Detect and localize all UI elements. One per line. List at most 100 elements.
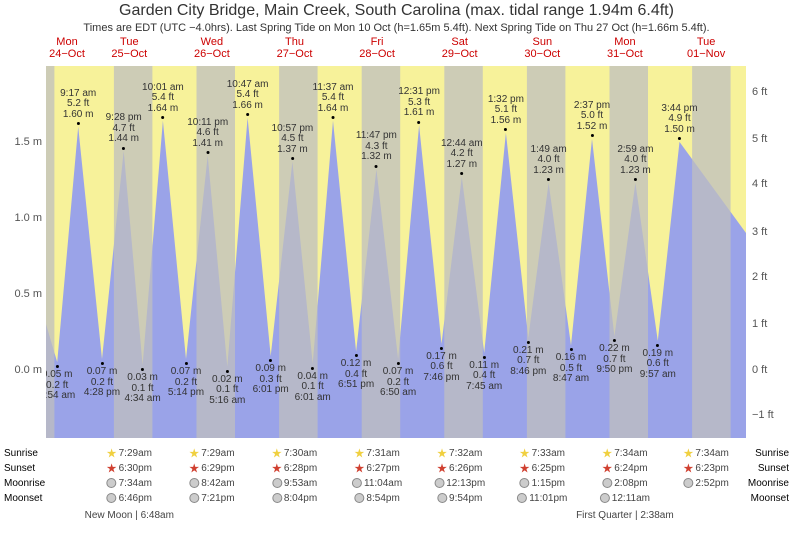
sunset-icon [520,463,530,473]
low-tide-label: 0.09 m0.3 ft6:01 pm [253,359,289,396]
date-header: Tue01−Nov [676,36,736,60]
high-tide-label: 1:49 am4.0 ft1.23 m [531,145,567,182]
y-tick-right: 6 ft [752,86,767,98]
footer-label-sunset-r: Sunset [758,463,789,474]
moonrise-time: 8:42am [189,478,234,489]
low-tide-label: 0.11 m0.4 ft7:45 am [466,356,502,393]
low-tide-label: 0.05 m0.2 ft3:54 am [46,365,75,402]
high-tide-label: 10:01 am5.4 ft1.64 m [142,83,184,120]
sunset-time: 6:26pm [437,463,482,474]
moonset-icon [272,493,282,503]
moonrise-icon [520,478,530,488]
moonrise-icon [189,478,199,488]
date-header: Mon24−Oct [37,36,97,60]
high-tide-label: 11:47 pm4.3 ft1.32 m [356,131,397,168]
moonset-icon [517,493,527,503]
sunset-icon [272,463,282,473]
moonrise-time: 2:08pm [602,478,647,489]
sunrise-time: 7:29am [107,448,152,459]
sunset-time: 6:23pm [683,463,728,474]
low-tide-label: 0.07 m0.2 ft5:14 pm [168,362,204,399]
moonrise-time: 11:04am [352,478,402,489]
y-tick-right: 1 ft [752,318,767,330]
low-tide-label: 0.19 m0.6 ft9:57 am [640,344,676,381]
high-tide-label: 9:28 pm4.7 ft1.44 m [106,113,142,150]
y-tick-right: 3 ft [752,226,767,238]
y-tick-left: 0.0 m [4,364,42,376]
sunrise-icon [189,448,199,458]
footer-label-sunrise-r: Sunrise [755,448,789,459]
sunrise-icon [683,448,693,458]
high-tide-label: 1:32 pm5.1 ft1.56 m [488,95,524,132]
high-tide-label: 2:37 pm5.0 ft1.52 m [574,101,610,138]
y-tick-right: 2 ft [752,271,767,283]
moonset-icon [354,493,364,503]
low-tide-label: 0.04 m0.1 ft6:01 am [295,367,331,404]
y-tick-left: 1.0 m [4,212,42,224]
sunrise-icon [354,448,364,458]
chart-subtitle: Times are EDT (UTC −4.0hrs). Last Spring… [0,22,793,34]
moonset-time: 8:04pm [272,493,317,504]
y-tick-right: 0 ft [752,364,767,376]
low-tide-label: 0.17 m0.6 ft7:46 pm [423,347,459,384]
low-tide-label: 0.03 m0.1 ft4:34 am [125,368,161,405]
sunset-icon [107,463,117,473]
sunrise-time: 7:31am [354,448,399,459]
sunrise-time: 7:34am [683,448,728,459]
moonset-icon [437,493,447,503]
moonset-time: 12:11am [600,493,650,504]
sunset-time: 6:29pm [189,463,234,474]
high-tide-label: 10:57 pm4.5 ft1.37 m [272,124,314,161]
sunrise-time: 7:32am [437,448,482,459]
moonset-time: 6:46pm [107,493,152,504]
sunrise-icon [437,448,447,458]
low-tide-label: 0.02 m0.1 ft5:16 am [209,370,245,407]
low-tide-label: 0.07 m0.2 ft4:28 pm [84,362,120,399]
low-tide-label: 0.07 m0.2 ft6:50 am [380,362,416,399]
y-tick-left: 1.5 m [4,136,42,148]
y-tick-left: 0.5 m [4,288,42,300]
y-tick-right: 5 ft [752,133,767,145]
moonset-time: 11:01pm [517,493,567,504]
sunrise-icon [107,448,117,458]
moonset-icon [600,493,610,503]
moonrise-icon [683,478,693,488]
sunrise-icon [272,448,282,458]
y-tick-right: −1 ft [752,409,774,421]
sunrise-icon [520,448,530,458]
high-tide-label: 10:11 pm4.6 ft1.41 m [187,118,228,155]
moonset-time: 8:54pm [354,493,399,504]
date-header: Thu27−Oct [265,36,325,60]
sunrise-icon [602,448,612,458]
sunset-time: 6:28pm [272,463,317,474]
sunset-time: 6:24pm [602,463,647,474]
date-header: Mon31−Oct [595,36,655,60]
moonrise-icon [434,478,444,488]
moonset-icon [189,493,199,503]
high-tide-label: 9:17 am5.2 ft1.60 m [60,89,96,126]
footer-label-moonset: Moonset [4,493,42,504]
footer-label-moonset-r: Moonset [751,493,789,504]
sunset-icon [683,463,693,473]
high-tide-label: 10:47 am5.4 ft1.66 m [227,80,269,117]
moonset-time: 9:54pm [437,493,482,504]
low-tide-label: 0.12 m0.4 ft6:51 pm [338,354,374,391]
sunrise-time: 7:30am [272,448,317,459]
moonrise-time: 12:13pm [434,478,485,489]
sunrise-time: 7:29am [189,448,234,459]
sunrise-time: 7:34am [602,448,647,459]
low-tide-label: 0.22 m0.7 ft9:50 pm [596,339,632,376]
footer-label-moonrise: Moonrise [4,478,45,489]
moonset-time: 7:21pm [189,493,234,504]
moonrise-time: 2:52pm [683,478,728,489]
moonrise-icon [602,478,612,488]
sunset-time: 6:25pm [520,463,565,474]
moonrise-icon [272,478,282,488]
sunset-time: 6:30pm [107,463,152,474]
chart-title: Garden City Bridge, Main Creek, South Ca… [0,2,793,20]
moonrise-time: 1:15pm [520,478,565,489]
high-tide-label: 11:37 am5.4 ft1.64 m [313,83,354,120]
moonset-icon [107,493,117,503]
sunset-icon [602,463,612,473]
moonrise-time: 9:53am [272,478,317,489]
